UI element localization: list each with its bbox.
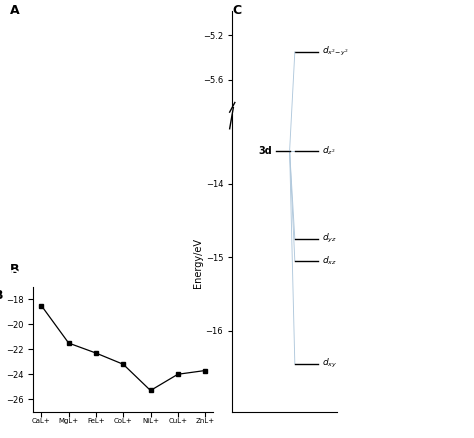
Text: A: A xyxy=(9,4,19,18)
Text: $d_{yz}$: $d_{yz}$ xyxy=(322,232,337,245)
Text: B: B xyxy=(0,290,3,302)
Text: D: D xyxy=(9,269,20,283)
Text: $d_{xz}$: $d_{xz}$ xyxy=(322,255,337,267)
Text: B: B xyxy=(9,263,19,276)
Text: $d_{x^2\!-\!y^2}$: $d_{x^2\!-\!y^2}$ xyxy=(322,46,349,59)
Text: $d_{z^2}$: $d_{z^2}$ xyxy=(322,145,336,157)
Text: $d_{xy}$: $d_{xy}$ xyxy=(322,357,337,371)
Text: C: C xyxy=(232,4,241,18)
Y-axis label: Energy/eV: Energy/eV xyxy=(193,238,203,288)
Text: 3d: 3d xyxy=(258,146,272,155)
